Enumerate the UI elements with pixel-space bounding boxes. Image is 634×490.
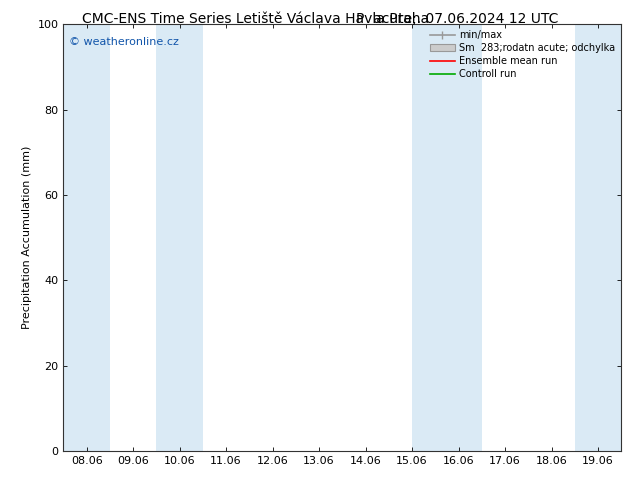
Bar — [575, 24, 621, 451]
Y-axis label: Precipitation Accumulation (mm): Precipitation Accumulation (mm) — [22, 146, 32, 329]
Text: © weatheronline.cz: © weatheronline.cz — [69, 37, 179, 48]
Legend: min/max, Sm  283;rodatn acute; odchylka, Ensemble mean run, Controll run: min/max, Sm 283;rodatn acute; odchylka, … — [426, 26, 619, 83]
Bar — [63, 24, 110, 451]
Text: CMC-ENS Time Series Letiště Václava Havla Praha: CMC-ENS Time Series Letiště Václava Havl… — [82, 12, 430, 26]
Text: P  acute;. 07.06.2024 12 UTC: P acute;. 07.06.2024 12 UTC — [356, 12, 558, 26]
Bar — [412, 24, 482, 451]
Bar — [157, 24, 203, 451]
